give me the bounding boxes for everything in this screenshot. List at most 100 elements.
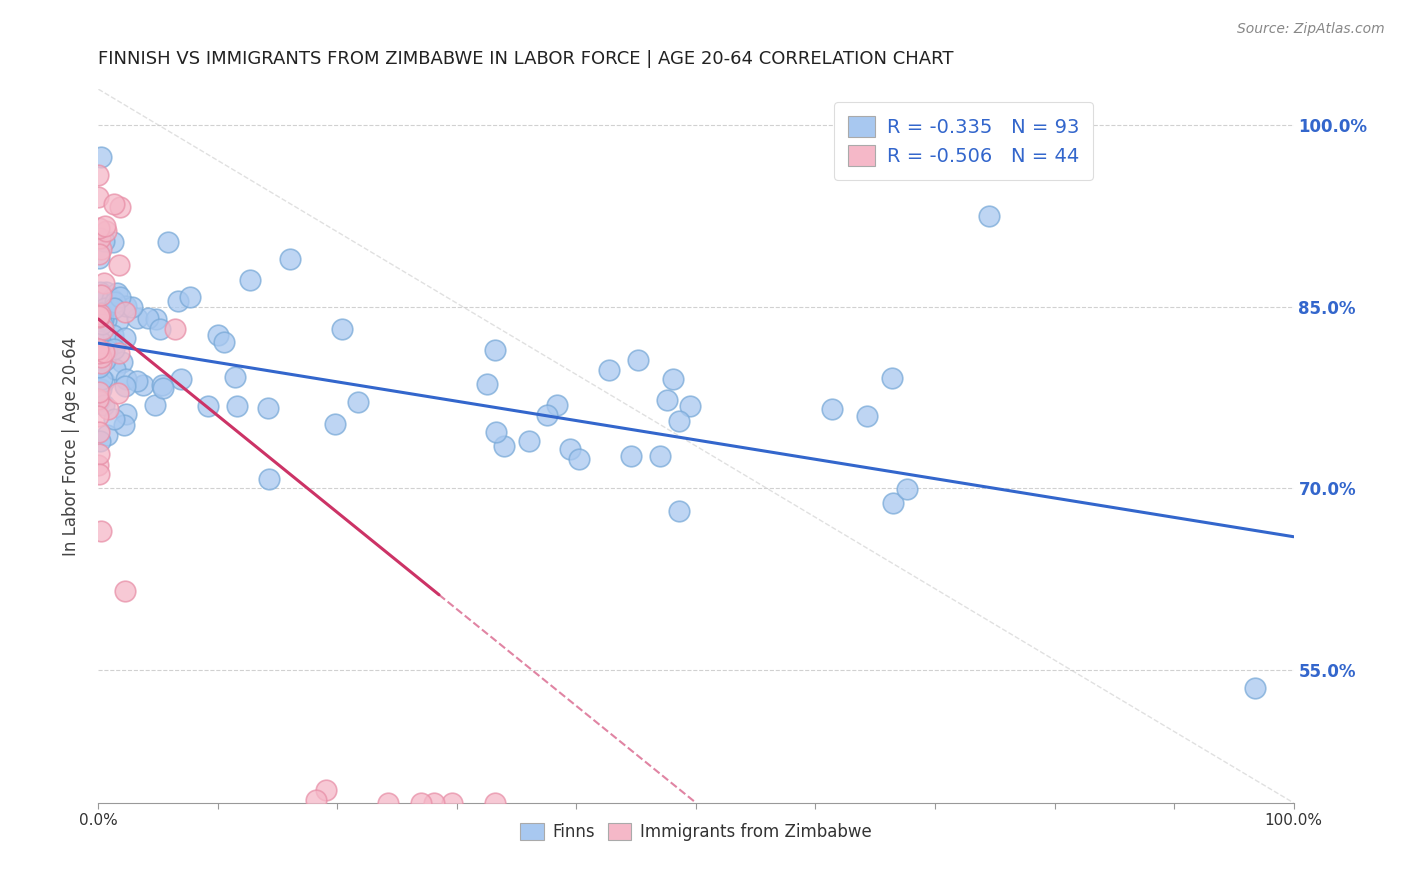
Point	[108, 201, 131, 215]
Point	[492, 439, 515, 453]
Point	[108, 345, 131, 359]
Point	[121, 300, 143, 314]
Point	[1244, 681, 1267, 695]
Point	[409, 796, 432, 810]
Point	[108, 258, 131, 272]
Point	[93, 276, 115, 290]
Point	[239, 273, 262, 287]
Point	[87, 251, 110, 265]
Point	[94, 219, 117, 233]
Point	[212, 334, 235, 349]
Point	[87, 392, 110, 406]
Point	[96, 428, 118, 442]
Point	[89, 307, 111, 321]
Point	[94, 223, 117, 237]
Point	[90, 317, 112, 331]
Point	[305, 793, 328, 807]
Point	[89, 334, 111, 349]
Point	[256, 401, 278, 415]
Text: Source: ZipAtlas.com: Source: ZipAtlas.com	[1237, 22, 1385, 37]
Point	[627, 353, 650, 368]
Point	[152, 381, 174, 395]
Point	[87, 247, 110, 261]
Point	[546, 398, 568, 412]
Point	[87, 385, 110, 400]
Point	[136, 311, 159, 326]
Point	[132, 378, 155, 392]
Point	[668, 504, 690, 518]
Point	[87, 221, 110, 235]
Point	[568, 452, 591, 467]
Point	[111, 355, 134, 369]
Point	[90, 243, 112, 257]
Point	[475, 377, 498, 392]
Point	[90, 350, 112, 364]
Point	[90, 382, 112, 396]
Point	[207, 327, 229, 342]
Point	[145, 312, 167, 326]
Point	[89, 231, 111, 245]
Point	[87, 409, 110, 423]
Point	[89, 394, 111, 409]
Point	[103, 301, 125, 316]
Point	[149, 321, 172, 335]
Point	[655, 392, 678, 407]
Point	[484, 796, 506, 810]
Point	[112, 418, 135, 433]
Point	[87, 342, 110, 356]
Point	[668, 414, 690, 428]
Point	[87, 447, 110, 461]
Point	[103, 342, 125, 356]
Point	[179, 290, 201, 304]
Point	[114, 584, 136, 599]
Point	[257, 472, 280, 486]
Point	[101, 293, 124, 307]
Point	[91, 312, 114, 326]
Point	[114, 331, 136, 345]
Point	[90, 150, 112, 164]
Point	[87, 343, 110, 358]
Point	[315, 782, 337, 797]
Point	[101, 328, 124, 343]
Point	[90, 306, 112, 320]
Point	[422, 796, 444, 810]
Point	[347, 394, 370, 409]
Point	[87, 458, 110, 472]
Point	[648, 449, 671, 463]
Point	[90, 356, 112, 370]
Point	[93, 322, 115, 336]
Point	[89, 285, 111, 300]
Point	[93, 353, 115, 368]
Point	[170, 372, 193, 386]
Point	[484, 343, 506, 357]
Point	[107, 385, 129, 400]
Point	[108, 290, 131, 304]
Point	[114, 407, 136, 421]
Point	[94, 301, 117, 315]
Point	[93, 345, 115, 359]
Point	[278, 252, 301, 266]
Point	[87, 359, 110, 374]
Point	[536, 408, 558, 422]
Point	[96, 312, 118, 326]
Point	[143, 398, 166, 412]
Point	[882, 496, 904, 510]
Point	[103, 412, 125, 426]
Legend: Finns, Immigrants from Zimbabwe: Finns, Immigrants from Zimbabwe	[513, 816, 879, 848]
Y-axis label: In Labor Force | Age 20-64: In Labor Force | Age 20-64	[62, 336, 80, 556]
Point	[87, 467, 110, 482]
Point	[598, 362, 620, 376]
Point	[115, 300, 138, 314]
Point	[377, 796, 399, 810]
Point	[114, 372, 136, 386]
Point	[93, 398, 115, 412]
Point	[224, 369, 246, 384]
Point	[87, 332, 110, 346]
Point	[87, 359, 110, 374]
Point	[103, 197, 125, 211]
Point	[226, 399, 249, 413]
Point	[94, 285, 117, 299]
Point	[91, 372, 114, 386]
Point	[125, 310, 148, 325]
Point	[104, 361, 127, 376]
